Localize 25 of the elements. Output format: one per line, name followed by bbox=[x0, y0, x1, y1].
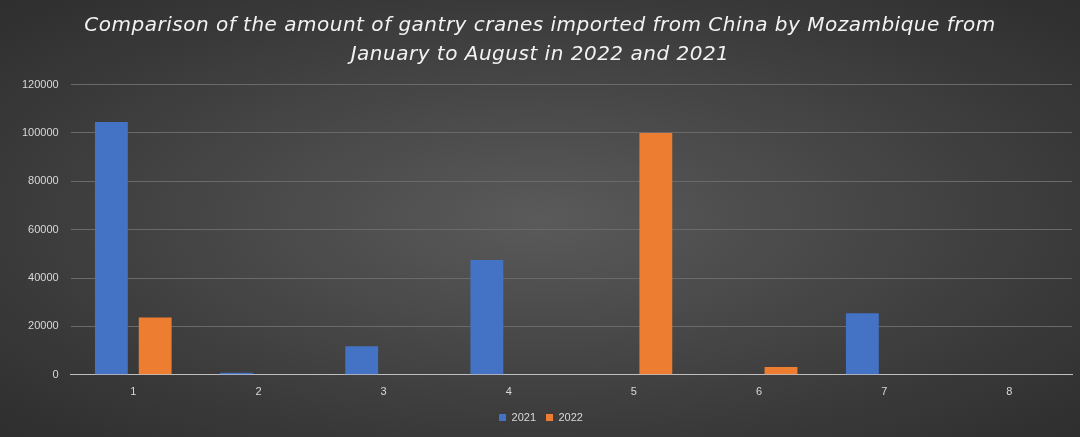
bar bbox=[845, 313, 879, 375]
y-tick-label: 40000 bbox=[28, 271, 59, 284]
y-tick-label: 20000 bbox=[28, 319, 59, 332]
bar bbox=[764, 367, 798, 375]
x-tick-label: 8 bbox=[1006, 385, 1013, 398]
y-tick-label: 80000 bbox=[28, 174, 59, 187]
x-tick-label: 3 bbox=[380, 385, 387, 398]
y-tick-label: 60000 bbox=[28, 222, 59, 235]
x-tick-label: 6 bbox=[756, 385, 763, 398]
legend-label: 2021 bbox=[511, 410, 537, 423]
x-tick-label: 2 bbox=[255, 385, 262, 398]
y-tick-label: 120000 bbox=[21, 77, 59, 90]
bar bbox=[94, 122, 128, 375]
legend-label: 2022 bbox=[558, 410, 583, 423]
x-tick-label: 7 bbox=[881, 385, 888, 398]
bar bbox=[470, 259, 504, 375]
x-tick-label: 4 bbox=[505, 385, 512, 398]
bar bbox=[138, 317, 172, 375]
y-tick-label: 100000 bbox=[21, 126, 59, 138]
bar bbox=[639, 132, 673, 375]
y-tick-label: 0 bbox=[52, 367, 59, 380]
x-tick-label: 5 bbox=[630, 385, 637, 398]
x-tick-label: 1 bbox=[130, 385, 137, 398]
chart-title: Comparison of the amount of gantry cranes imported from China by Mozambique from January to August in 2022 and 2021 bbox=[83, 11, 997, 67]
bar bbox=[345, 346, 379, 375]
